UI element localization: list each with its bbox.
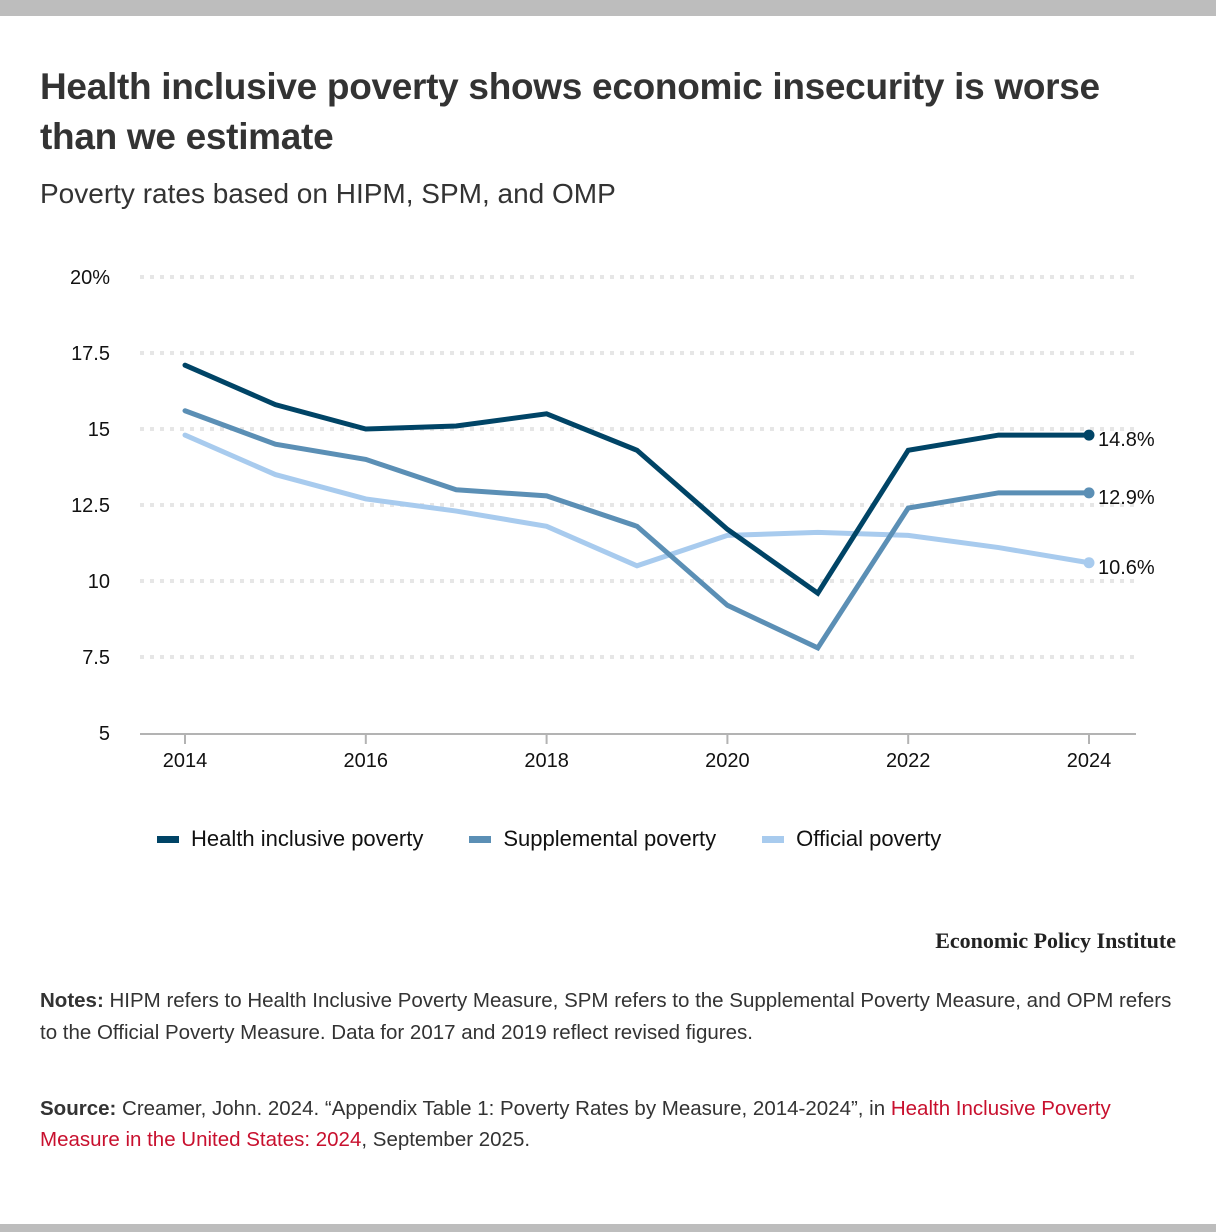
- legend-item-spm: Supplemental poverty: [469, 826, 716, 852]
- y-tick-label: 15: [88, 419, 110, 441]
- end-label-spm: 12.9%: [1098, 487, 1155, 509]
- x-tick-label: 2024: [1067, 750, 1112, 772]
- top-border: [0, 0, 1216, 16]
- source-text-after: , September 2025.: [361, 1128, 531, 1151]
- legend-item-opm: Official poverty: [762, 826, 941, 852]
- brand-logo: Economic Policy Institute: [935, 928, 1176, 953]
- end-point-spm: [1083, 487, 1095, 499]
- y-tick-label: 12.5: [71, 495, 110, 517]
- legend-label: Health inclusive poverty: [191, 826, 424, 851]
- legend-swatch: [157, 835, 179, 843]
- series-lines: [182, 362, 1095, 652]
- legend-swatch: [762, 835, 785, 843]
- end-label-hipm: 14.8%: [1098, 429, 1155, 451]
- chart-legend: Health inclusive poverty Supplemental pov…: [157, 826, 987, 852]
- legend-label: Supplemental poverty: [503, 826, 717, 851]
- x-tick-label: 2016: [344, 750, 389, 772]
- y-tick-label: 5: [99, 723, 110, 745]
- y-tick-label: 20%: [70, 267, 110, 289]
- source-text-before: Creamer, John. 2024. “Appendix Table 1: …: [116, 1097, 891, 1120]
- line-chart: 5 7.5 10 12.5 15 17.5 20% 2014 2016 2018 2020 2022…: [70, 267, 1155, 772]
- end-point-hipm: [1083, 429, 1095, 441]
- notes-label: Notes:: [40, 989, 104, 1012]
- y-tick-label: 10: [88, 571, 110, 593]
- y-tick-label: 17.5: [71, 343, 110, 365]
- legend-swatch: [469, 835, 492, 843]
- chart-subtitle: Poverty rates based on HIPM, SPM, and OM…: [40, 178, 616, 209]
- end-point-opm: [1083, 557, 1095, 569]
- x-tick-label: 2018: [524, 750, 569, 772]
- gridlines: [140, 275, 1136, 659]
- source: Source: Creamer, John. 2024. “Appendix T…: [40, 1093, 1180, 1155]
- x-axis-labels: 2014 2016 2018 2020 2022 2024: [163, 750, 1112, 772]
- end-label-opm: 10.6%: [1098, 557, 1155, 579]
- source-label: Source:: [40, 1097, 117, 1120]
- x-axis: [140, 733, 1136, 744]
- notes-text: HIPM refers to Health Inclusive Poverty …: [40, 989, 1172, 1044]
- x-tick-label: 2022: [886, 750, 931, 772]
- source-link[interactable]: Health Inclusive Poverty Measure in the …: [40, 1097, 1111, 1151]
- end-labels: 10.6% 12.9% 14.8%: [1098, 429, 1155, 579]
- legend-label: Official poverty: [796, 826, 942, 851]
- series-line-opm: [182, 432, 1092, 569]
- series-line-spm: [182, 408, 1092, 652]
- notes: Notes: HIPM refers to Health Inclusive P…: [40, 985, 1180, 1049]
- x-tick-label: 2014: [163, 750, 208, 772]
- chart-title: Health inclusive poverty shows economic …: [40, 66, 1100, 157]
- x-tick-label: 2020: [705, 750, 750, 772]
- bottom-border: [0, 1224, 1216, 1232]
- y-tick-label: 7.5: [82, 647, 110, 669]
- legend-item-hipm: Health inclusive poverty: [157, 826, 423, 852]
- y-axis-labels: 5 7.5 10 12.5 15 17.5 20%: [70, 267, 110, 745]
- series-line-hipm: [182, 362, 1092, 597]
